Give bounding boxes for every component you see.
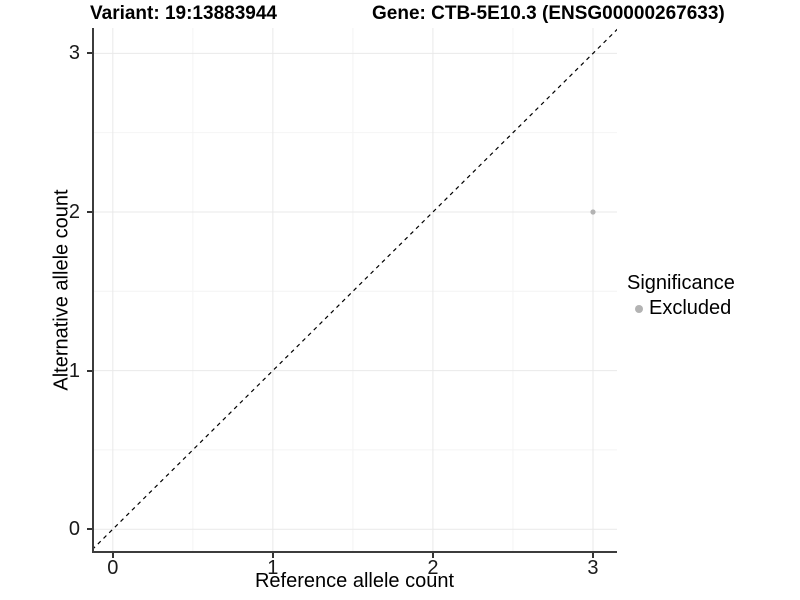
legend-item: Excluded: [627, 297, 735, 320]
plot-area-svg: [92, 28, 617, 553]
variant-title: Variant: 19:13883944: [90, 3, 277, 24]
y-tick-label: 1: [68, 359, 80, 382]
x-tick-label: 3: [587, 557, 599, 579]
x-tick-label: 2: [427, 557, 439, 579]
legend-title: Significance: [627, 272, 735, 294]
x-tick-mark: [111, 553, 114, 558]
x-tick-mark: [591, 553, 594, 558]
legend-point-swatch: [635, 304, 643, 313]
identity-reference-line: [92, 28, 617, 551]
gene-title: Gene: CTB-5E10.3 (ENSG00000267633): [372, 3, 725, 24]
legend-item-label: Excluded: [649, 297, 732, 319]
y-tick-label: 2: [68, 200, 80, 223]
plot-panel: [92, 28, 617, 553]
x-tick-mark: [431, 553, 434, 558]
x-tick-mark: [271, 553, 274, 558]
y-tick-mark: [87, 528, 92, 531]
y-tick-label: 3: [68, 42, 80, 65]
legend: Significance Excluded: [627, 272, 735, 320]
x-tick-label: 0: [107, 557, 119, 579]
y-tick-mark: [87, 52, 92, 55]
data-point: [590, 209, 596, 215]
y-tick-mark: [87, 369, 92, 372]
y-tick-label: 0: [68, 518, 80, 541]
x-axis-title: Reference allele count: [254, 570, 454, 592]
y-tick-mark: [87, 210, 92, 213]
x-tick-label: 1: [267, 557, 279, 579]
